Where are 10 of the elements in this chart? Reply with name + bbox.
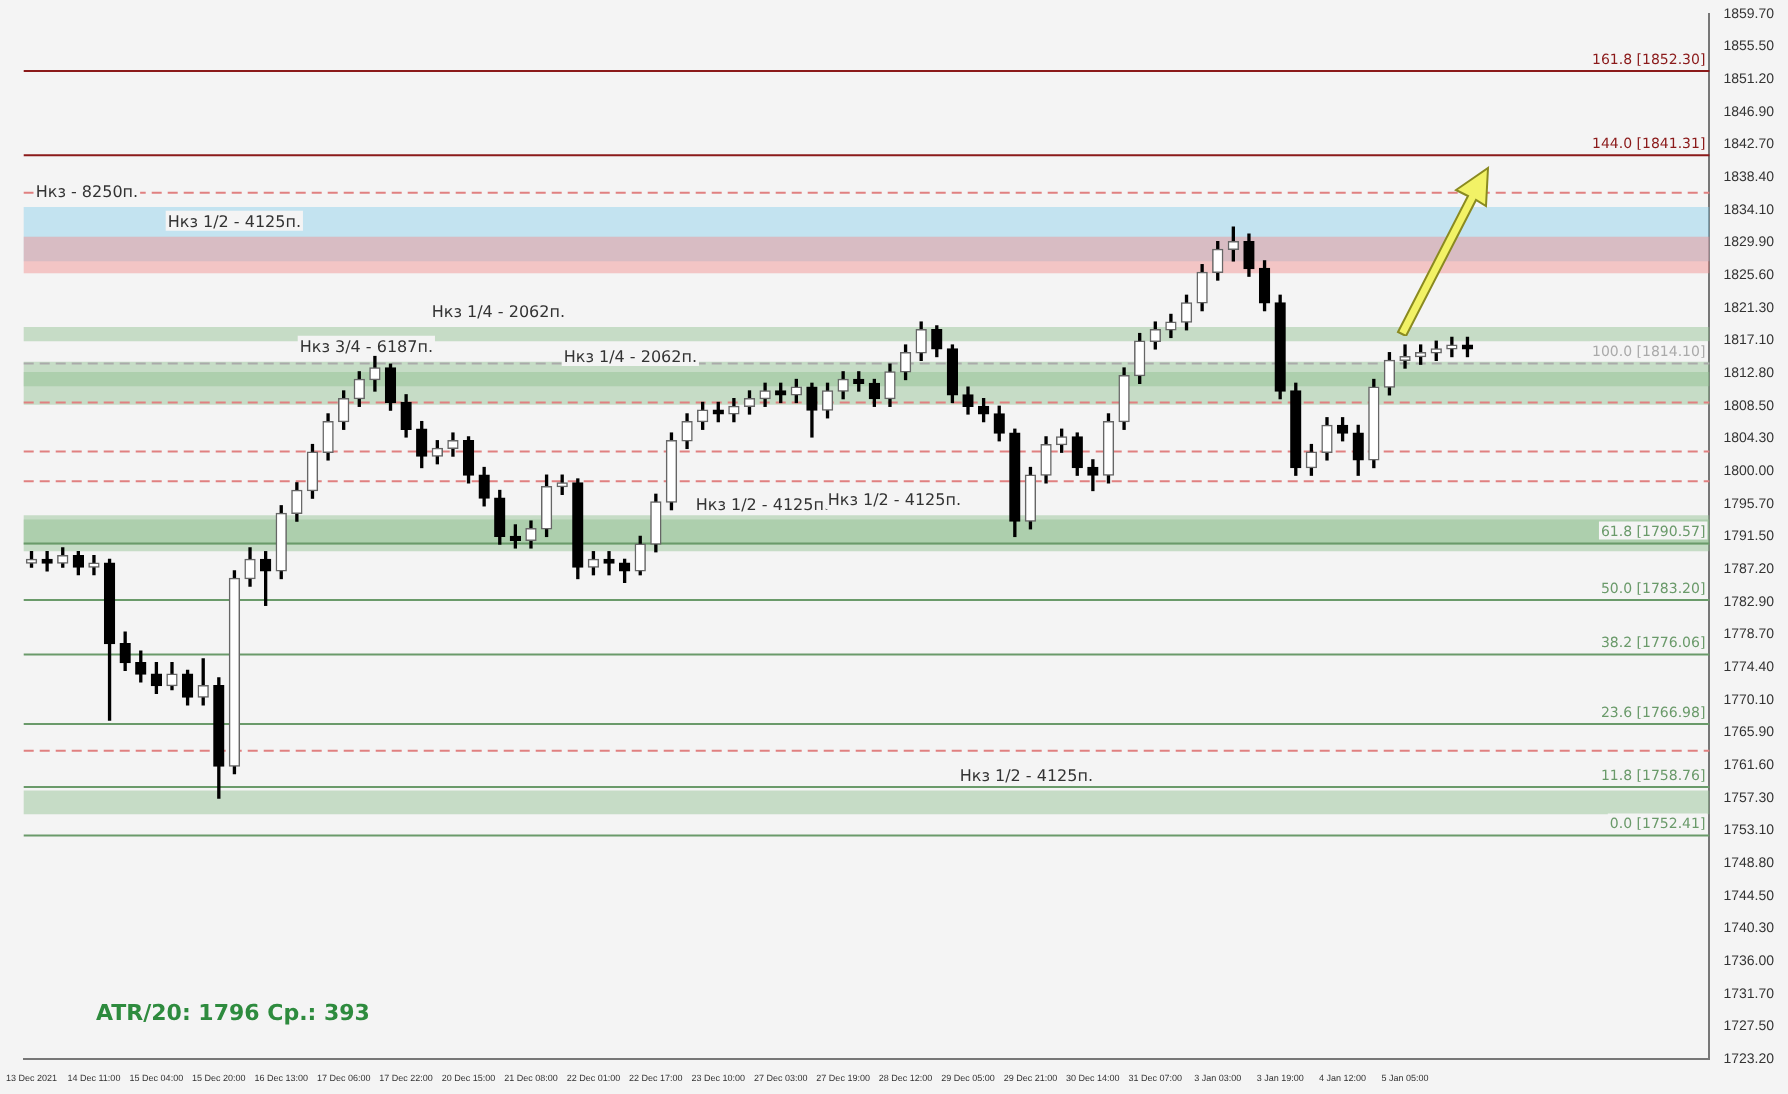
band-label: Нкз - 8250п. <box>35 183 139 202</box>
band-label: Нкз 1/2 - 4125п. <box>827 491 961 510</box>
band-label: Нкз 1/2 - 4125п. <box>695 495 829 514</box>
band-label: Нкз 3/4 - 6187п. <box>299 337 433 356</box>
annotation: ATR/20: 1796 Ср.: 393 <box>96 1000 370 1026</box>
band-label: Нкз 1/4 - 2062п. <box>563 348 697 367</box>
band-label: Нкз 1/4 - 2062п. <box>431 303 565 322</box>
candlestick <box>1399 344 1411 369</box>
band-label: Нкз 1/2 - 4125п. <box>959 766 1093 785</box>
band-label: Нкз 1/2 - 4125п. <box>167 212 301 231</box>
